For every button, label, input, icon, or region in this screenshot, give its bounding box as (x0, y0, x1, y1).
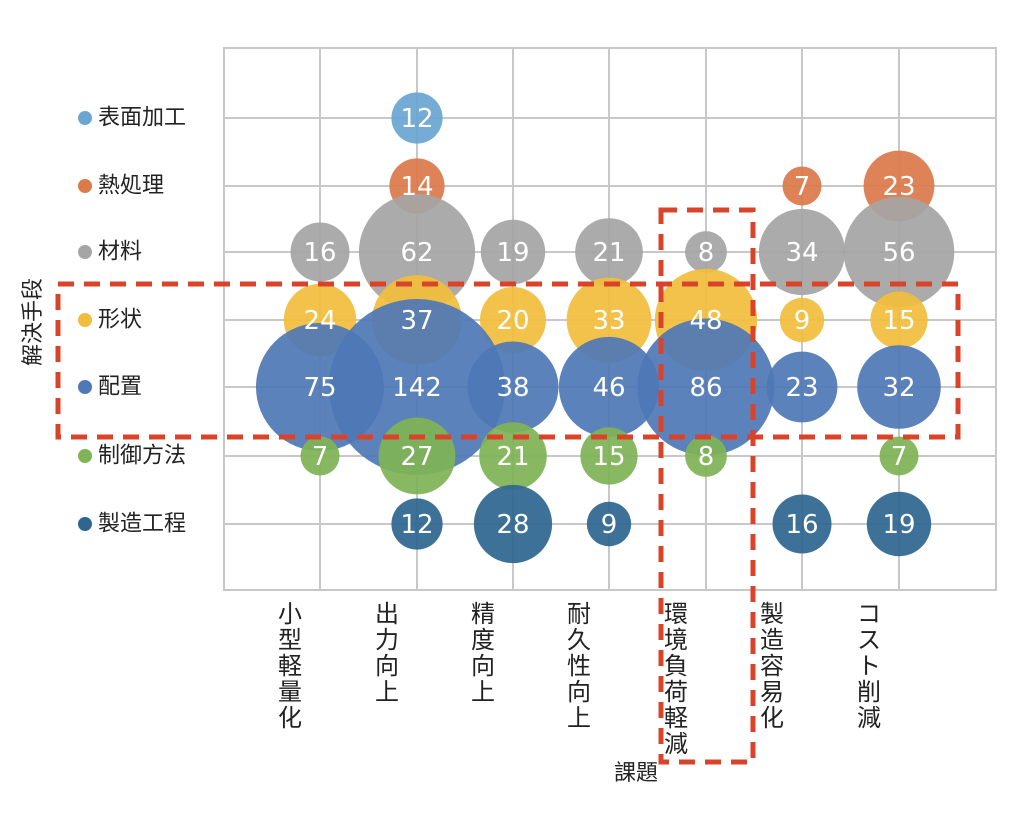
bubble (473, 484, 553, 564)
x-category-label: 精度向上 (471, 600, 495, 706)
bubble-value-label: 20 (496, 306, 529, 336)
bubble-value-label: 56 (882, 238, 915, 268)
bubble-value-label: 9 (601, 510, 618, 540)
bubble (779, 297, 825, 343)
bubble-value-label: 142 (392, 373, 442, 403)
bubble-value-label: 34 (785, 238, 818, 268)
y-category-label: 熱処理 (98, 174, 164, 199)
bubble-value-label: 16 (785, 510, 818, 540)
bubble-value-label: 62 (400, 238, 433, 268)
bubble (879, 436, 919, 476)
bubble (685, 231, 727, 273)
bubble (467, 341, 559, 433)
x-category-label: 製造容易化 (760, 600, 784, 732)
bubble (857, 345, 941, 429)
bubble-value-label: 16 (303, 238, 336, 268)
legend-dot-icon (78, 313, 92, 327)
bubble (637, 318, 775, 456)
bubble-value-label: 9 (794, 306, 811, 336)
y-axis-title: 解決手段 (21, 278, 46, 366)
bubble-value-label: 15 (592, 442, 625, 472)
bubble-value-label: 7 (794, 172, 811, 202)
bubble-value-label: 37 (400, 306, 433, 336)
bubble (300, 436, 340, 476)
legend-dot-icon (78, 245, 92, 259)
bubble (866, 491, 932, 557)
legend-dot-icon (78, 380, 92, 394)
bubble-value-label: 8 (698, 442, 715, 472)
x-axis-labels: 小型軽量化 出力向上 精度向上 耐久性向上 環境負荷軽減 製造容易化 コスト削減 (278, 600, 881, 758)
bubble (766, 351, 838, 423)
highlight-row-box (55, 281, 961, 440)
bubble-value-label: 48 (689, 306, 722, 336)
plot-frame (223, 47, 997, 591)
bubble-value-label: 46 (592, 373, 625, 403)
bubble-value-label: 24 (303, 306, 336, 336)
bubble (391, 498, 443, 550)
y-category-label: 材料 (98, 240, 142, 265)
bubble-value-label: 15 (882, 306, 915, 336)
bubble (870, 291, 928, 349)
bubble-value-label: 8 (698, 238, 715, 268)
bubble-value-label: 19 (496, 238, 529, 268)
bubble (685, 435, 727, 477)
bubble-value-label: 38 (496, 373, 529, 403)
y-category-label: 表面加工 (98, 106, 186, 131)
bubble-value-label: 12 (400, 104, 433, 134)
x-category-label: 環境負荷軽減 (664, 600, 688, 758)
bubble (391, 92, 443, 144)
legend-dot-icon (78, 111, 92, 125)
bubble (843, 196, 955, 308)
bubble-value-label: 32 (882, 373, 915, 403)
bubble-value-label: 14 (400, 172, 433, 202)
bubble (575, 218, 643, 286)
bubble (772, 494, 832, 554)
bubble (580, 427, 638, 485)
bubble-value-label: 27 (400, 442, 433, 472)
bubble-value-label: 28 (496, 510, 529, 540)
bubble-value-label: 23 (785, 373, 818, 403)
bubble-value-label: 7 (312, 442, 329, 472)
bubble (329, 299, 505, 475)
bubble-value-label: 19 (882, 510, 915, 540)
bubble (758, 208, 846, 296)
bubble (358, 193, 476, 311)
y-category-label: 配置 (98, 375, 142, 400)
bubble-value-label: 33 (592, 306, 625, 336)
bubble-value-label: 86 (689, 373, 722, 403)
x-category-label: 小型軽量化 (278, 600, 302, 732)
x-axis-title: 課題 (614, 761, 658, 786)
bubble (290, 222, 350, 282)
y-category-label: 製造工程 (98, 512, 186, 537)
bubble-value-label: 12 (400, 510, 433, 540)
bubble (480, 219, 546, 285)
x-category-label: 耐久性向上 (567, 600, 591, 732)
bubble-layer: 12 14 7 23 16 62 19 21 8 34 56 24 37 20 33 48 9 15 75 142 38… (256, 92, 955, 564)
y-category-label: 形状 (98, 308, 142, 333)
bubble-value-label: 7 (891, 442, 908, 472)
legend-dot-icon (78, 179, 92, 193)
bubble (782, 166, 822, 206)
y-category-label: 制御方法 (98, 444, 186, 469)
highlight-column-box (658, 207, 756, 765)
bubble-value-label: 21 (496, 442, 529, 472)
bubble (586, 501, 632, 547)
bubble (480, 287, 546, 353)
highlight-boxes (55, 207, 961, 765)
bubble-value-label: 23 (882, 172, 915, 202)
legend-dot-icon (78, 449, 92, 463)
bubble-value-label: 21 (592, 238, 625, 268)
x-category-label: 出力向上 (375, 600, 399, 706)
legend-dot-icon (78, 517, 92, 531)
x-category-label: コスト削減 (857, 600, 881, 732)
bubble-value-label: 75 (303, 373, 336, 403)
bubble (558, 336, 660, 438)
bubble (566, 277, 652, 363)
